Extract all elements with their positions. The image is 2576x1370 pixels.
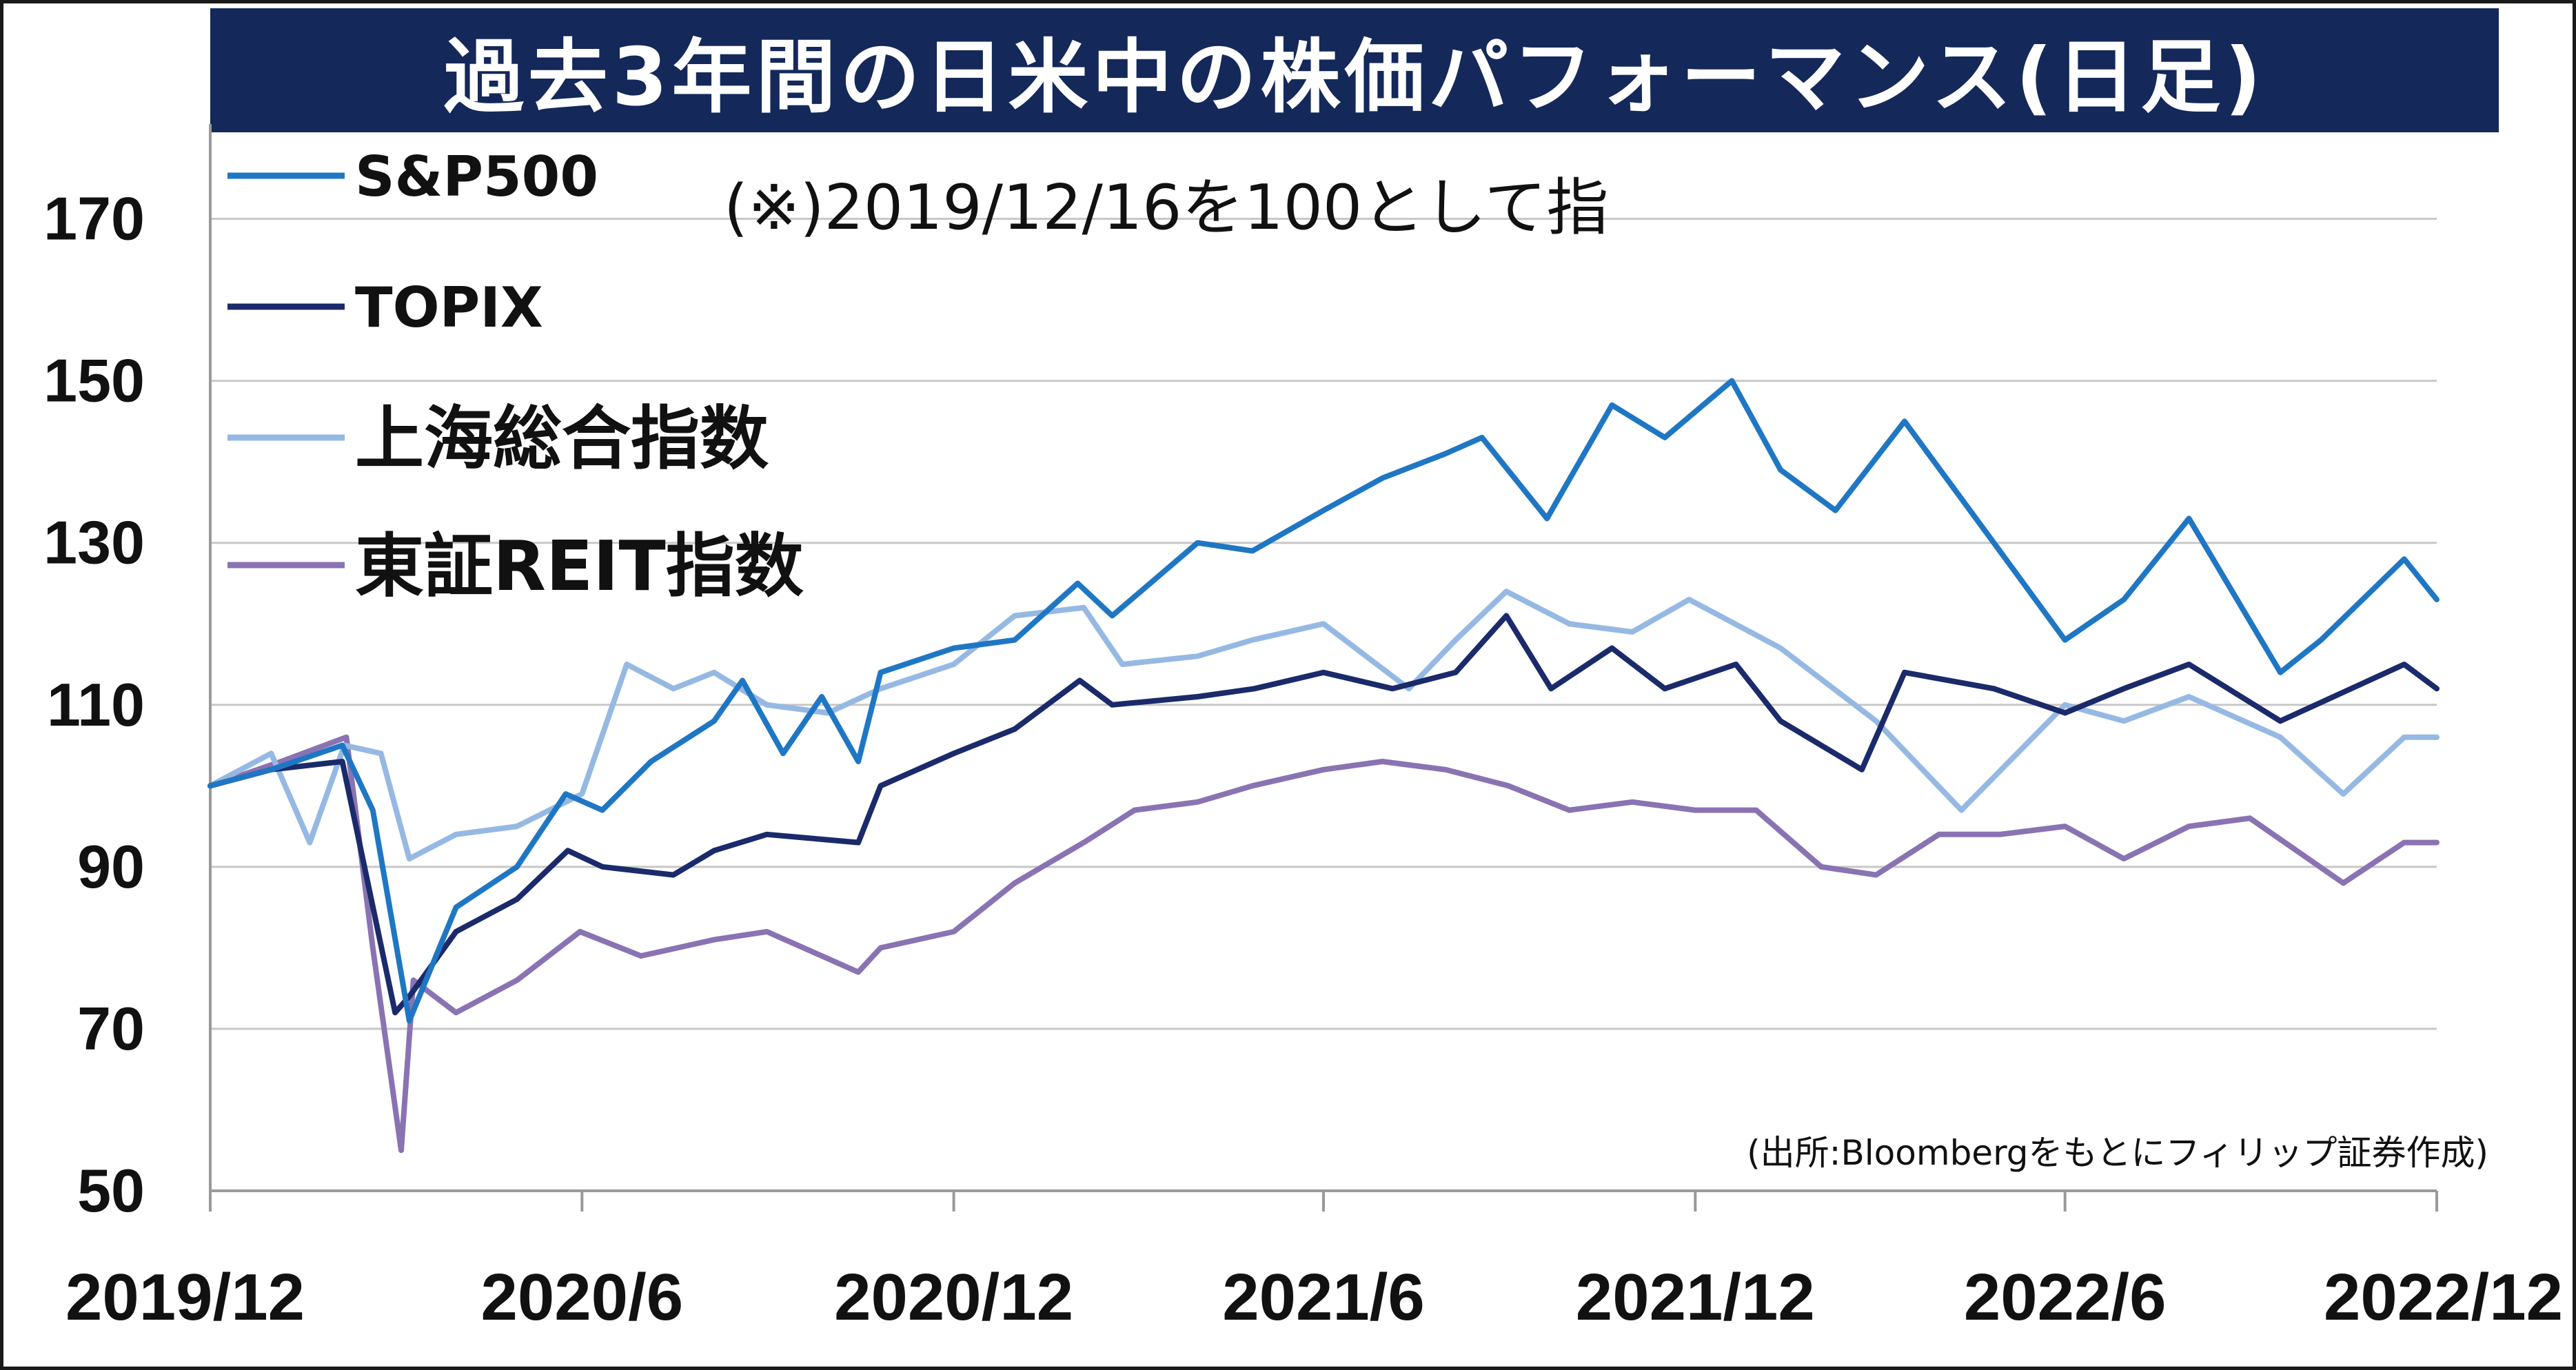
source-note: (出所:Bloombergをもとにフィリップ証券作成) xyxy=(1747,1133,2488,1173)
x-tick-label: 2019/12 xyxy=(65,1260,305,1334)
chart-title: 過去3年間の日米中の株価パフォーマンス(日足) xyxy=(210,8,2499,132)
series-line xyxy=(207,378,2440,1024)
y-tick-label: 110 xyxy=(47,671,145,739)
x-tick-label: 2021/6 xyxy=(1222,1260,1425,1334)
series-line xyxy=(207,613,2440,1016)
legend-label: 上海総合指数 xyxy=(355,398,769,479)
y-tick-label: 130 xyxy=(43,509,145,577)
series-line xyxy=(207,589,2440,862)
legend-label: S&P500 xyxy=(355,145,598,209)
y-tick-label: 150 xyxy=(43,347,145,415)
y-tick-label: 50 xyxy=(77,1156,145,1225)
y-tick-label: 170 xyxy=(43,185,145,253)
y-tick-label: 90 xyxy=(77,832,145,901)
x-tick-label: 2021/12 xyxy=(1576,1260,1815,1334)
y-tick-label: 70 xyxy=(77,994,145,1063)
x-tick-label: 2020/12 xyxy=(834,1260,1073,1334)
legend-label: 東証REIT指数 xyxy=(355,526,804,606)
x-tick-label: 2022/12 xyxy=(2324,1260,2563,1334)
legend-label: TOPIX xyxy=(355,276,543,340)
x-tick-label: 2022/6 xyxy=(1964,1260,2167,1334)
series-line xyxy=(207,734,2440,1154)
x-tick-label: 2020/6 xyxy=(481,1260,684,1334)
chart-annotation: (※)2019/12/16を100として指 xyxy=(724,172,1608,244)
